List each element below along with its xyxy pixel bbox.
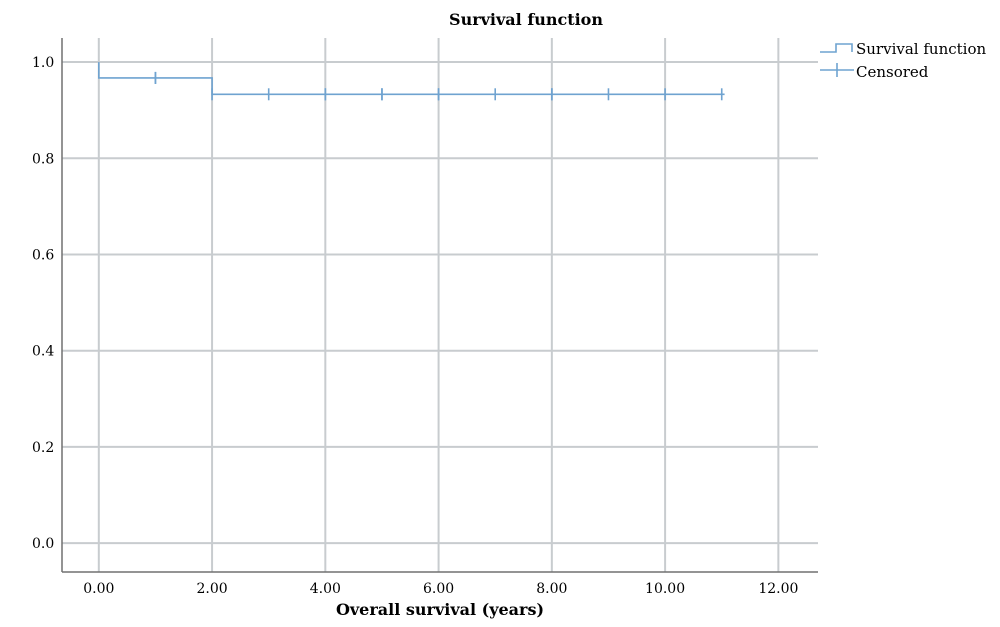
grid — [62, 38, 818, 572]
x-axis-label: Overall survival (years) — [336, 600, 544, 619]
survival-step-line — [98, 62, 725, 96]
x-tick-label: 4.00 — [310, 581, 341, 597]
x-tick-label: 0.00 — [83, 581, 114, 597]
x-tick-label: 8.00 — [536, 581, 567, 597]
y-tick-label: 1.0 — [32, 55, 54, 71]
y-tick-label: 0.0 — [32, 536, 54, 552]
axes — [61, 38, 818, 573]
tick-labels: 0.00 2.00 4.00 6.00 8.00 10.00 12.00 0.0 0.2 0.4 0… — [32, 55, 798, 597]
chart-title: Survival function — [449, 10, 603, 29]
y-tick-label: 0.6 — [32, 247, 54, 263]
legend-censored-label: Censored — [856, 63, 929, 81]
x-tick-label: 10.00 — [645, 581, 685, 597]
y-tick-label: 0.8 — [32, 151, 54, 167]
plot-area — [98, 62, 725, 101]
x-tick-label: 2.00 — [196, 581, 227, 597]
x-tick-label: 6.00 — [423, 581, 454, 597]
y-tick-label: 0.4 — [32, 344, 54, 360]
legend-survival-label: Survival function — [856, 40, 986, 58]
legend: Survival function Censored — [820, 40, 986, 81]
x-tick-label: 12.00 — [758, 581, 798, 597]
legend-survival-swatch — [820, 43, 853, 53]
y-tick-label: 0.2 — [32, 440, 54, 456]
